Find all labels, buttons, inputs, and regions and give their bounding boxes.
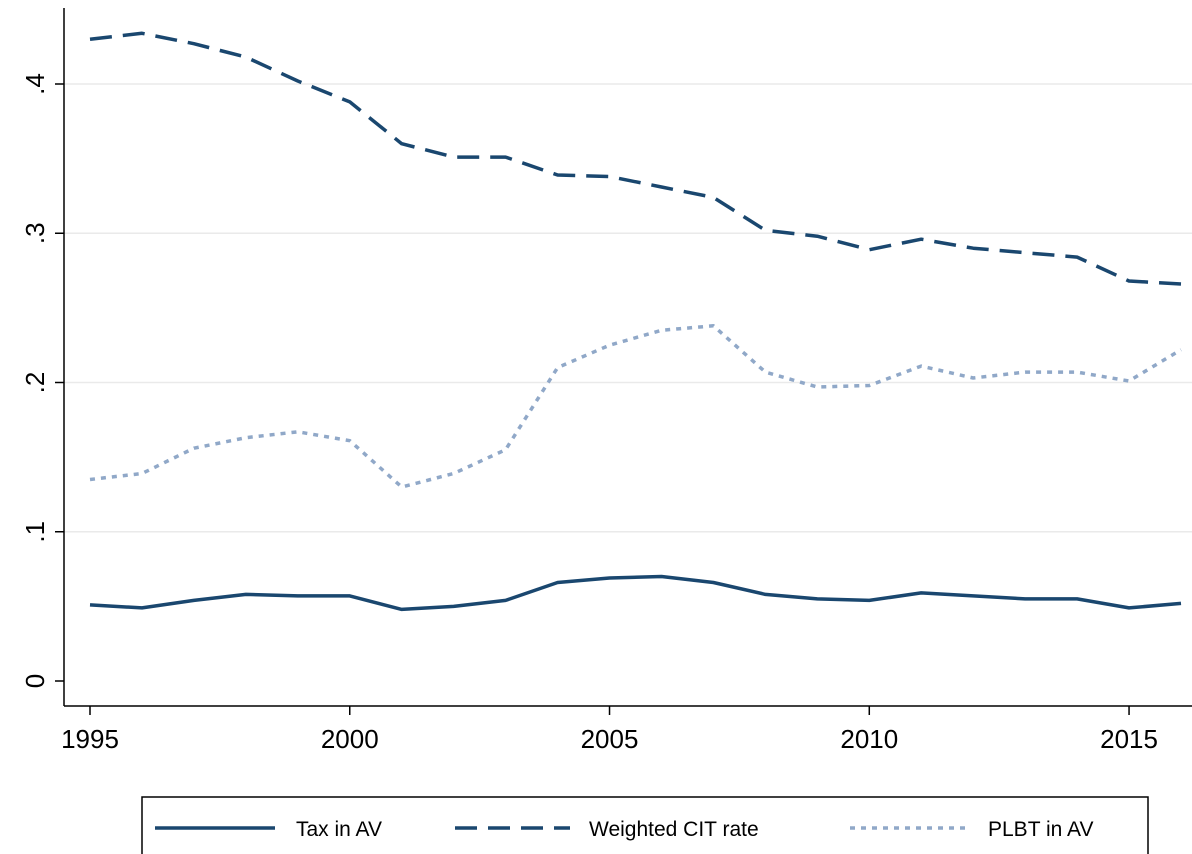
y-tick-label: .1 <box>20 521 50 543</box>
legend: Tax in AV Weighted CIT rate PLBT in AV <box>141 796 1149 854</box>
legend-label-1: Weighted CIT rate <box>589 818 759 841</box>
y-tick-label: 0 <box>20 674 50 688</box>
series-line-2 <box>89 324 1182 489</box>
y-axis: 0 .1 .2 .3 .4 <box>20 8 65 706</box>
series-line-1 <box>89 31 1182 286</box>
grid-lines <box>64 83 1192 533</box>
y-tick-label: .4 <box>20 73 50 95</box>
y-tick-label: .2 <box>20 372 50 394</box>
x-tick-label: 2005 <box>581 724 639 754</box>
x-tick-label: 2010 <box>840 724 898 754</box>
legend-label-2: PLBT in AV <box>988 818 1093 841</box>
series-line-0 <box>89 574 1182 612</box>
plot-area <box>89 31 1182 612</box>
y-tick-label: .3 <box>20 222 50 244</box>
x-tick-label: 2015 <box>1100 724 1158 754</box>
legend-box <box>141 796 1149 854</box>
legend-label-0: Tax in AV <box>296 818 382 841</box>
x-tick-label: 1995 <box>61 724 119 754</box>
x-axis: 1995 2000 2005 2010 2015 <box>61 705 1192 754</box>
x-tick-label: 2000 <box>321 724 379 754</box>
